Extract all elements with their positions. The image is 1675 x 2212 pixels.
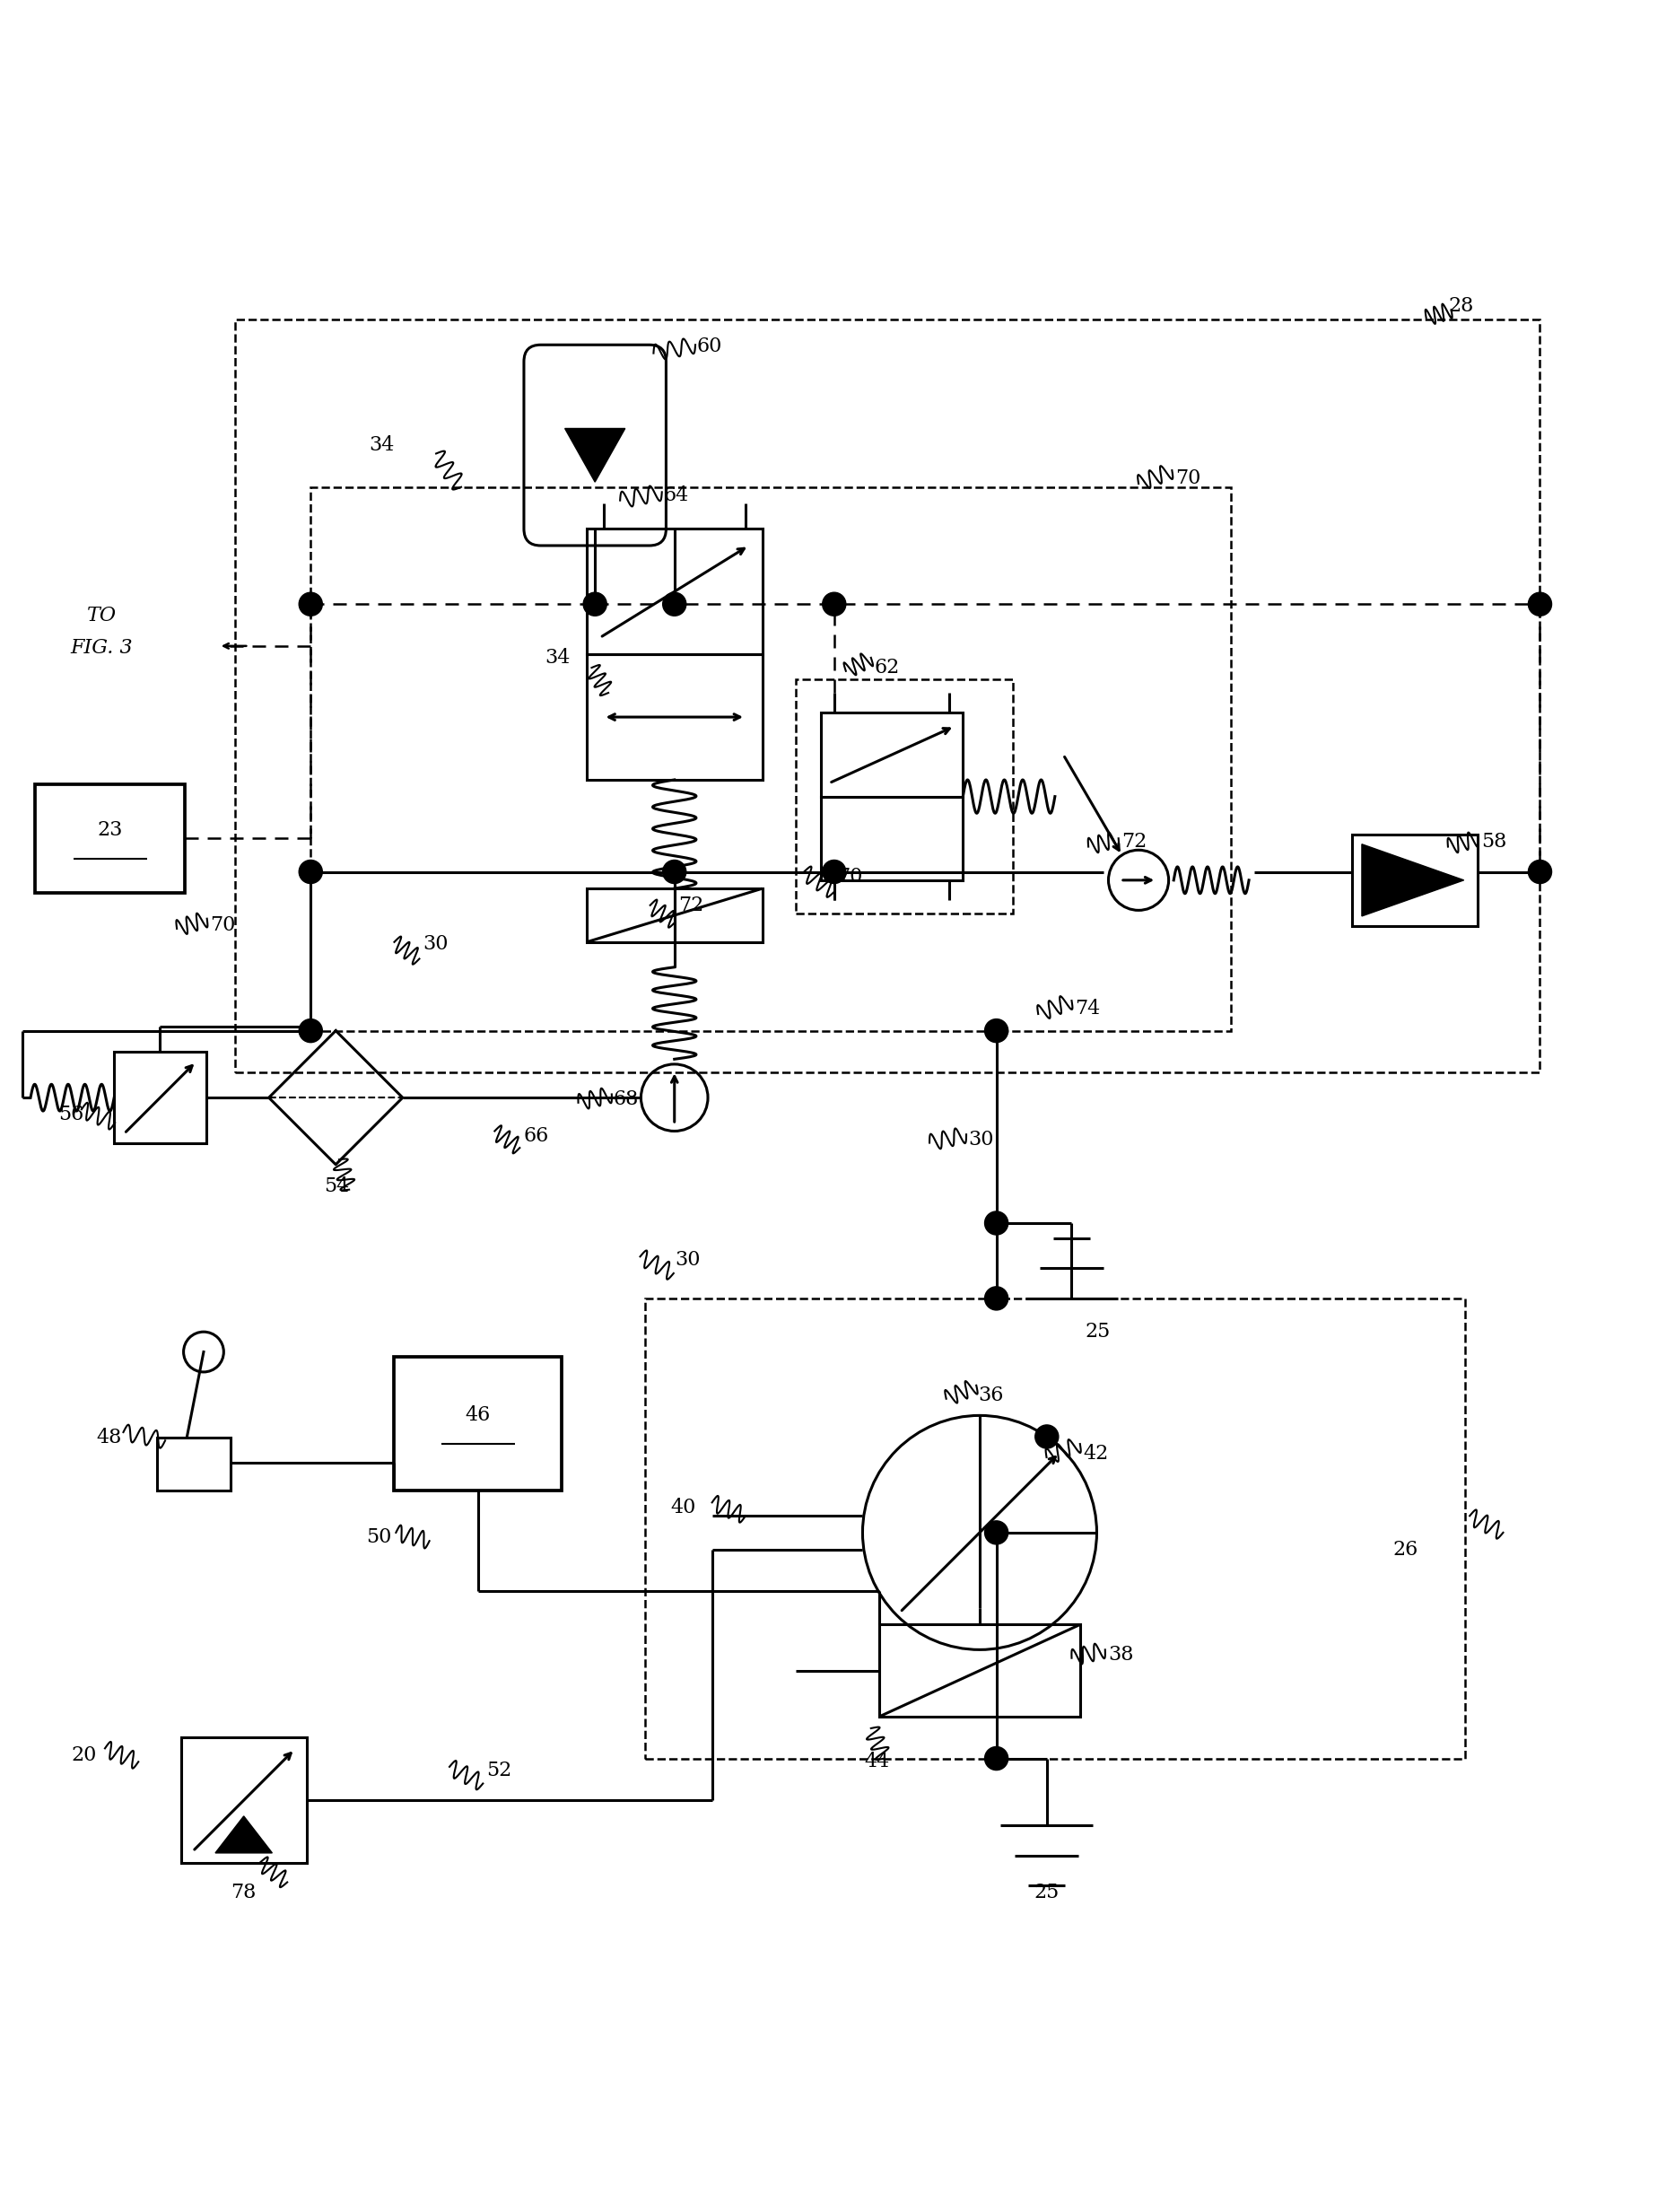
Text: 25: 25 [1033, 1882, 1059, 1902]
Circle shape [985, 1522, 1008, 1544]
Polygon shape [1362, 845, 1464, 916]
Text: 72: 72 [678, 896, 704, 916]
Text: 23: 23 [97, 821, 122, 841]
Bar [796, 679, 1013, 914]
Bar [821, 796, 963, 880]
Text: 36: 36 [978, 1385, 1003, 1405]
Text: 48: 48 [97, 1427, 122, 1447]
Circle shape [298, 593, 322, 615]
Text: 78: 78 [231, 1882, 256, 1902]
Text: FIG. 3: FIG. 3 [70, 637, 132, 657]
Text: 64: 64 [663, 484, 688, 504]
Text: 54: 54 [323, 1177, 350, 1197]
Text: 72: 72 [1122, 832, 1147, 852]
Text: 34: 34 [368, 436, 395, 456]
Bar [586, 529, 762, 655]
Bar [821, 712, 963, 796]
Bar [394, 1356, 561, 1491]
Circle shape [985, 1287, 1008, 1310]
Bar [236, 321, 1539, 1073]
Circle shape [583, 593, 606, 615]
Bar [114, 1051, 206, 1144]
Text: 42: 42 [1084, 1444, 1109, 1464]
Circle shape [298, 860, 322, 883]
Polygon shape [564, 429, 625, 482]
Circle shape [663, 860, 687, 883]
Bar [879, 1624, 1080, 1717]
Text: 66: 66 [523, 1126, 548, 1146]
Text: 50: 50 [365, 1528, 392, 1548]
Text: 68: 68 [613, 1091, 638, 1108]
Text: 70: 70 [211, 916, 236, 936]
Bar [310, 487, 1231, 1031]
Text: 70: 70 [838, 867, 863, 887]
Text: 74: 74 [1075, 1000, 1100, 1020]
Text: 56: 56 [59, 1104, 84, 1124]
Text: 25: 25 [1085, 1323, 1111, 1343]
Circle shape [1528, 860, 1551, 883]
Circle shape [822, 593, 846, 615]
Text: 30: 30 [968, 1130, 993, 1150]
Bar [586, 655, 762, 781]
Text: 30: 30 [675, 1250, 700, 1270]
Text: 70: 70 [1176, 469, 1201, 489]
Circle shape [985, 1212, 1008, 1234]
Text: 60: 60 [697, 336, 722, 356]
Text: 34: 34 [544, 648, 570, 668]
Text: 52: 52 [486, 1761, 511, 1781]
Circle shape [298, 1020, 322, 1042]
Polygon shape [216, 1816, 273, 1854]
Text: 28: 28 [1447, 296, 1474, 316]
Text: 20: 20 [72, 1745, 97, 1765]
Bar [586, 889, 762, 942]
Circle shape [822, 860, 846, 883]
Circle shape [1528, 593, 1551, 615]
Text: 62: 62 [874, 657, 899, 677]
Text: 46: 46 [466, 1405, 491, 1425]
Circle shape [1035, 1425, 1059, 1449]
Text: TO: TO [87, 606, 117, 626]
Bar [1352, 834, 1477, 927]
Bar [35, 783, 186, 894]
Text: 30: 30 [422, 933, 449, 953]
Text: 40: 40 [670, 1498, 695, 1517]
Circle shape [985, 1747, 1008, 1770]
Bar [645, 1298, 1464, 1759]
Text: 58: 58 [1481, 832, 1508, 852]
Text: 38: 38 [1109, 1646, 1134, 1666]
Circle shape [663, 593, 687, 615]
Bar [157, 1438, 231, 1491]
Text: 44: 44 [864, 1752, 889, 1772]
Circle shape [985, 1020, 1008, 1042]
Bar [181, 1736, 307, 1863]
Text: 26: 26 [1394, 1540, 1419, 1559]
